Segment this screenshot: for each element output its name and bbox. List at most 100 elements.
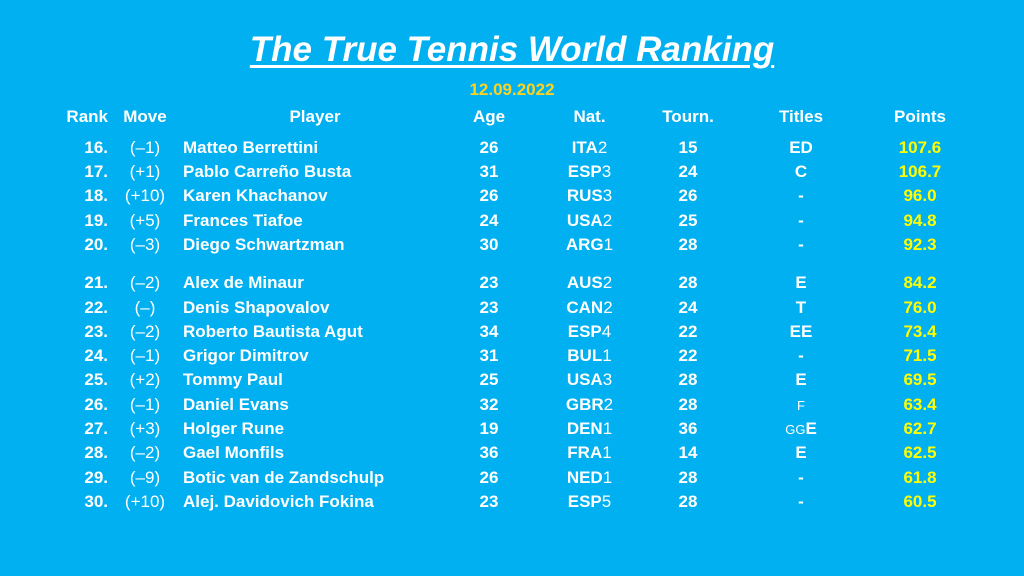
page-title: The True Tennis World Ranking <box>249 30 775 69</box>
table-row: 29. (–9) Botic van de Zandschulp 26 NED1 28 - 6… <box>0 467 1024 489</box>
nationality-code: DEN <box>566 419 603 438</box>
titles-cell: - <box>765 345 837 368</box>
table-row: 24. (–1) Grigor Dimitrov 31 BUL1 22 - 71.5 <box>0 345 1024 367</box>
move-cell: (+3) <box>129 419 161 438</box>
age-cell: 30 <box>479 235 499 254</box>
nationality-count: 4 <box>601 322 612 341</box>
nationality-count: 1 <box>602 419 613 438</box>
points-cell: 60.5 <box>903 492 937 511</box>
rank-cell: 17. <box>84 162 108 181</box>
titles-major: E <box>795 443 807 462</box>
points-cell: 92.3 <box>903 235 937 254</box>
titles-minor: GG <box>785 422 806 437</box>
nationality-code: FRA <box>567 443 603 462</box>
points-cell: 62.5 <box>903 443 937 462</box>
player-name: Tommy Paul <box>183 370 283 389</box>
points-cell: 69.5 <box>903 370 937 389</box>
player-name: Daniel Evans <box>183 395 289 414</box>
tournaments-cell: 22 <box>678 322 698 341</box>
player-name: Diego Schwartzman <box>183 235 345 254</box>
player-name: Pablo Carreño Busta <box>183 162 352 181</box>
move-cell: (+1) <box>129 162 161 181</box>
move-cell: (+5) <box>129 211 161 230</box>
nationality-code: ESP <box>567 322 602 341</box>
age-cell: 23 <box>479 273 499 292</box>
rank-cell: 30. <box>84 492 108 511</box>
age-cell: 36 <box>479 443 499 462</box>
player-name: Botic van de Zandschulp <box>183 468 385 487</box>
titles-cell: ED <box>765 137 837 160</box>
nationality-cell: CAN2 <box>552 297 627 319</box>
titles-cell: - <box>765 210 837 233</box>
points-cell: 61.8 <box>903 468 937 487</box>
titles-cell: EE <box>765 321 837 344</box>
move-cell: (+10) <box>124 186 166 205</box>
rank-cell: 18. <box>84 186 108 205</box>
titles-cell: - <box>765 185 837 208</box>
table-row: 23. (–2) Roberto Bautista Agut 34 ESP4 22 EE 73… <box>0 321 1024 343</box>
table-row: 28. (–2) Gael Monfils 36 FRA1 14 E 62.5 <box>0 442 1024 464</box>
points-cell: 63.4 <box>903 395 937 414</box>
nationality-cell: DEN1 <box>552 418 627 440</box>
nationality-code: ITA <box>571 138 598 157</box>
ranking-date: 12.09.2022 <box>469 80 555 99</box>
rank-cell: 19. <box>84 211 108 230</box>
age-cell: 23 <box>479 492 499 511</box>
nationality-cell: BUL1 <box>552 345 627 367</box>
titles-major: - <box>798 211 804 230</box>
age-cell: 31 <box>479 346 499 365</box>
player-name: Matteo Berrettini <box>183 138 319 157</box>
tournaments-cell: 24 <box>678 298 698 317</box>
nationality-cell: NED1 <box>552 467 627 489</box>
nationality-cell: USA2 <box>552 210 627 232</box>
table-row: 18. (+10) Karen Khachanov 26 RUS3 26 - 96.0 <box>0 185 1024 207</box>
nationality-cell: ITA2 <box>552 137 627 159</box>
nationality-count: 1 <box>603 235 614 254</box>
move-cell: (–2) <box>129 273 161 292</box>
titles-major: - <box>798 186 804 205</box>
points-cell: 94.8 <box>903 211 937 230</box>
table-row: 17. (+1) Pablo Carreño Busta 31 ESP3 24 C 106.7 <box>0 161 1024 183</box>
nationality-code: ARG <box>565 235 604 254</box>
player-name: Grigor Dimitrov <box>183 346 309 365</box>
table-row: 25. (+2) Tommy Paul 25 USA3 28 E 69.5 <box>0 369 1024 391</box>
age-cell: 26 <box>479 468 499 487</box>
nationality-cell: GBR2 <box>552 394 627 416</box>
nationality-count: 2 <box>603 298 613 317</box>
tournaments-cell: 28 <box>678 395 698 414</box>
nationality-cell: RUS3 <box>552 185 627 207</box>
nationality-cell: ESP3 <box>552 161 627 183</box>
player-name: Karen Khachanov <box>183 186 328 205</box>
player-name: Gael Monfils <box>183 443 285 462</box>
rank-cell: 24. <box>84 346 108 365</box>
nationality-code: NED <box>566 468 603 487</box>
header-tourn: Tourn. <box>662 107 714 126</box>
titles-major: - <box>798 492 804 511</box>
nationality-count: 1 <box>602 346 612 365</box>
move-cell: (–1) <box>129 138 161 157</box>
header-points: Points <box>894 107 946 126</box>
age-cell: 19 <box>479 419 499 438</box>
titles-minor: F <box>797 398 805 413</box>
titles-cell: E <box>765 369 837 392</box>
player-name: Alej. Davidovich Fokina <box>183 492 374 511</box>
table-row: 27. (+3) Holger Rune 19 DEN1 36 GGE 62.7 <box>0 418 1024 440</box>
tournaments-cell: 28 <box>678 273 698 292</box>
nationality-cell: ARG1 <box>552 234 627 256</box>
nationality-cell: USA3 <box>552 369 627 391</box>
nationality-cell: ESP4 <box>552 321 627 343</box>
move-cell: (–1) <box>129 346 161 365</box>
move-cell: (+2) <box>129 370 161 389</box>
header-player: Player <box>289 107 341 126</box>
nationality-count: 3 <box>602 370 613 389</box>
nationality-count: 1 <box>602 468 613 487</box>
nationality-count: 5 <box>601 492 612 511</box>
rank-cell: 28. <box>84 443 108 462</box>
titles-major: T <box>795 298 807 317</box>
nationality-code: ESP <box>567 162 602 181</box>
tournaments-cell: 28 <box>678 468 698 487</box>
age-cell: 24 <box>479 211 499 230</box>
points-cell: 76.0 <box>903 298 937 317</box>
nationality-code: CAN <box>566 298 604 317</box>
tournaments-cell: 15 <box>678 138 698 157</box>
